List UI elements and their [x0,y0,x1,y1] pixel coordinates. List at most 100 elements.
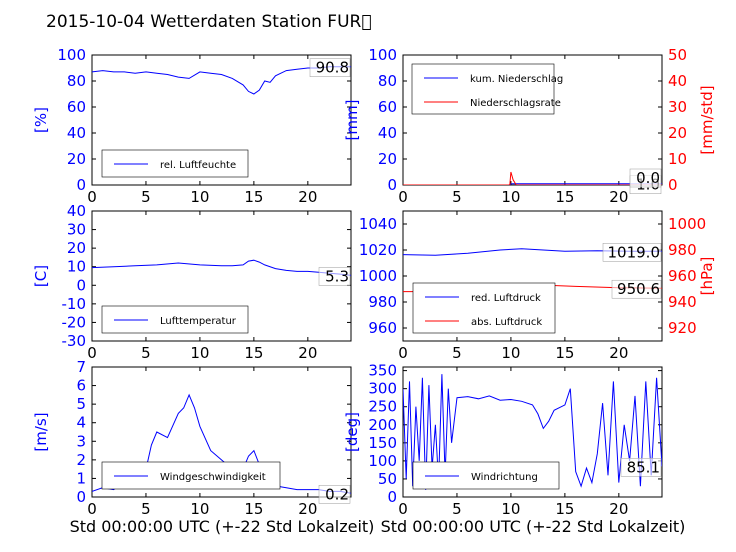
series-line-windrichtung [403,374,662,490]
x-tick-label: 15 [555,344,574,362]
x-tick-label: 10 [190,344,209,362]
y-tick-label: 7 [76,358,86,376]
y-right-tick-label: 980 [668,241,697,259]
panel-wind-direction: 0 5 10 15 20050100150200250300350[deg]Windri… [343,362,663,518]
y-tick-label: 40 [67,202,86,220]
series-line-rel-luftfeuchte [92,66,351,95]
legend-label: Lufttemperatur [160,316,237,327]
series-line-kum-niederschlag [403,183,662,185]
x-tick-label: 0 [87,344,97,362]
y-tick-label: 250 [368,398,397,416]
last-value-right-label: 0.0 [636,169,660,187]
x-tick-label: 0 [398,344,408,362]
y-tick-label: 0 [76,276,86,294]
y-axis-label: [%] [32,107,50,133]
x-tick-label: 20 [298,188,317,206]
series-line-niederschlagsrate [403,171,662,185]
y-axis-label: [deg] [343,412,361,452]
x-tick-label: 5 [452,188,462,206]
y-tick-label: 0 [387,488,397,506]
x-tick-label: 5 [452,500,462,518]
legend-label: kum. Niederschlag [470,74,563,85]
legend-label: rel. Luftfeuchte [160,160,236,171]
x-tick-label: 5 [141,500,151,518]
y-tick-label: 60 [67,98,86,116]
x-tick-label: 0 [87,188,97,206]
legend-label: Windgeschwindigkeit [160,472,266,483]
y-tick-label: 2 [76,451,86,469]
y-tick-label: 40 [378,124,397,142]
x-tick-label: 15 [244,188,263,206]
panel-temperature: 0 5 10 15 20-30-20-10010203040[C]Lufttempera… [32,202,352,362]
plot-frame [402,366,663,498]
y-tick-label: 1000 [359,267,397,285]
y-right-tick-label: 30 [668,98,687,116]
y-right-axis-label: [hPa] [698,257,716,296]
legend-label: abs. Luftdruck [471,317,542,328]
figure-title: 2015-10-04 Wetterdaten Station FUR  [46,12,372,32]
panel-precipitation: 0 5 10 15 20 0 20 40 60 80 100 0 10 20 30 40 50 [mm] [mm/s… [343,46,716,206]
y-right-tick-label: 20 [668,124,687,142]
y-tick-label: 50 [378,470,397,488]
y-tick-label: 150 [368,434,397,452]
last-value-right-label-box [629,168,662,188]
legend: Windrichtung [412,461,560,490]
y-tick-label: 100 [368,46,397,64]
x-tick-label: 0 [87,500,97,518]
legend-label: Niederschlagsrate [470,98,561,109]
y-tick-label: 20 [67,150,86,168]
last-value-label-box [620,458,662,477]
panel-pressure: 0 5 10 15 20 960 980 1000 1020 1040 920 940 960 980 10… [359,210,716,362]
legend: Windgeschwindigkeit [101,461,281,490]
x-tick-label: 20 [298,500,317,518]
y-tick-label: 1 [76,469,86,487]
y-tick-label: 1040 [359,215,397,233]
y-tick-label: 6 [76,377,86,395]
y-right-axis-label: [mm/std] [698,85,716,154]
y-tick-label: 20 [67,239,86,257]
y-tick-label: 100 [57,46,86,64]
x-tick-label: 15 [555,188,574,206]
last-value-right-label: 950.6 [617,280,660,298]
legend: rel. Luftfeuchte [101,149,249,178]
x-tick-label: 20 [609,500,628,518]
y-right-tick-label: 0 [668,176,678,194]
y-tick-label: 0 [76,488,86,506]
x-tick-label: 5 [452,344,462,362]
panel-wind-speed: 0 5 10 15 2001234567[m/s]Windgeschwindigkeit… [32,358,352,518]
y-tick-label: 80 [67,72,86,90]
x-tick-label: 10 [190,500,209,518]
x-tick-label: 10 [190,188,209,206]
legend-label: Windrichtung [471,472,538,483]
plot-frame [91,366,352,498]
x-tick-label: 15 [244,344,263,362]
y-right-tick-label: 920 [668,319,697,337]
x-axis-label-left: Std 00:00:00 UTC (+-22 Std Lokalzeit) [70,517,375,536]
last-value-label: 0.2 [325,485,349,503]
x-tick-label: 10 [501,344,520,362]
y-tick-label: 980 [368,293,397,311]
legend: kum. Niederschlag Niederschlagsrate [411,63,563,115]
x-tick-label: 20 [298,344,317,362]
y-tick-label: 4 [76,414,86,432]
y-tick-label: -30 [62,332,87,350]
y-tick-label: 40 [67,124,86,142]
y-tick-label: 20 [378,150,397,168]
legend-label: red. Luftdruck [471,293,541,304]
y-right-tick-label: 10 [668,150,687,168]
y-axis-label: [m/s] [32,412,50,451]
y-tick-label: 3 [76,432,86,450]
y-tick-label: 5 [76,395,86,413]
last-value-label: 5.3 [325,267,349,285]
x-tick-label: 15 [244,500,263,518]
legend: red. Luftdruck abs. Luftdruck [412,282,556,334]
x-tick-label: 0 [398,500,408,518]
plot-frame [91,54,352,186]
y-tick-label: 350 [368,362,397,380]
x-tick-label: 10 [501,500,520,518]
y-right-tick-label: 40 [668,72,687,90]
y-tick-label: 960 [368,319,397,337]
x-tick-label: 5 [141,188,151,206]
